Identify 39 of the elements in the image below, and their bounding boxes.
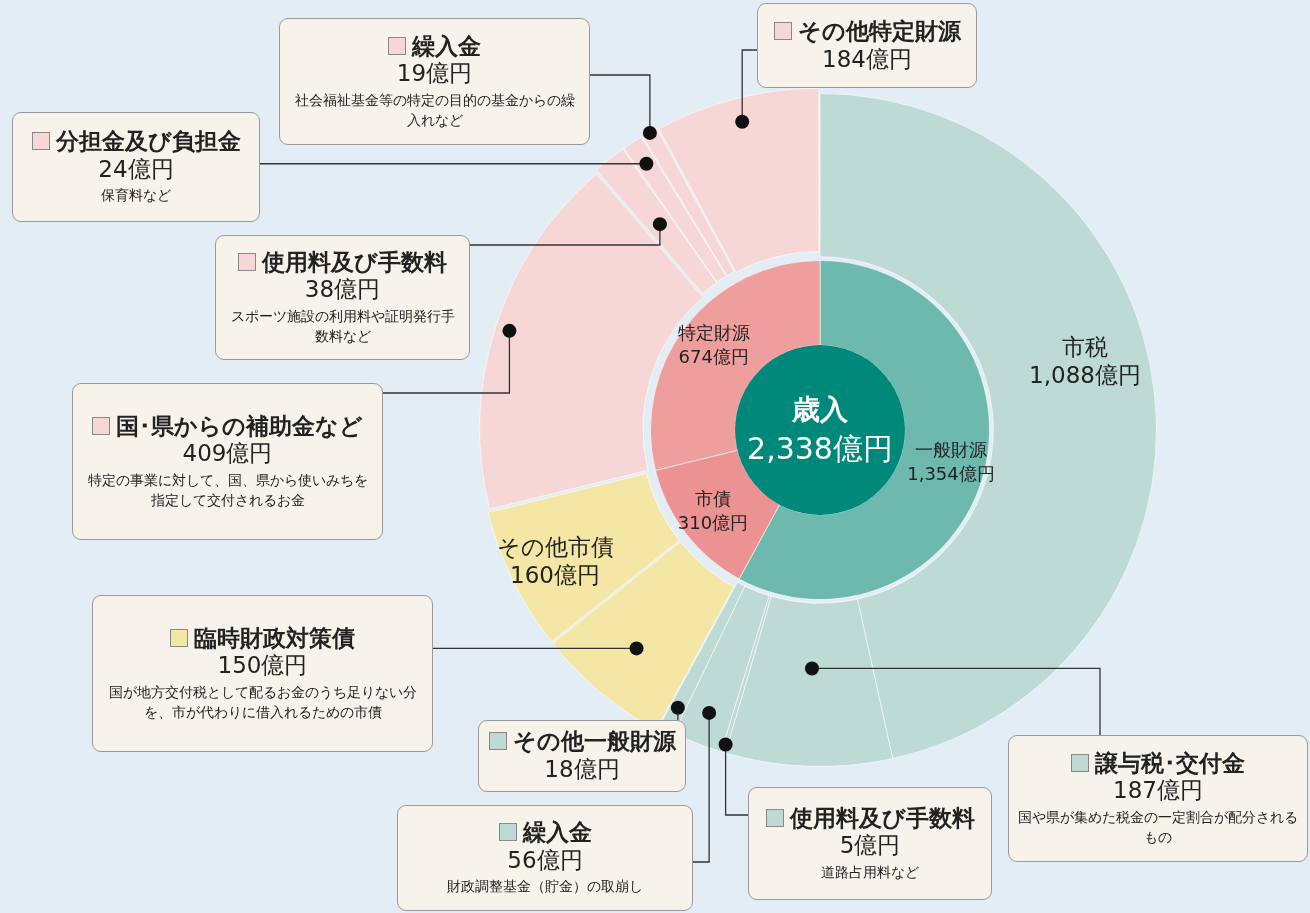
data-label: 160億円 (509, 562, 601, 590)
data-label: 5億円 (838, 832, 902, 860)
data-label: 56億円 (506, 846, 584, 875)
callout-box: その他特定財源 184億円 (757, 3, 977, 88)
callout-box: 繰入金 19億円 社会福祉基金等の特定の目的の基金からの繰入れなど (279, 18, 590, 145)
callout-box: その他一般財源 18億円 (478, 720, 686, 792)
legend-label: 繰入金 (410, 32, 482, 61)
data-label: 409億円 (181, 440, 274, 468)
legend-label: 使用料及び手数料 (260, 248, 448, 277)
legend-label: 臨時財政対策債 (193, 624, 356, 653)
callout-box: 使用料及び手数料 5億円 道路占用料など (748, 787, 992, 900)
callout-box: 臨時財政対策債 150億円 国が地方交付税として配るお金のうち足りない分を、市が代わりに借入れるための市債 (92, 595, 433, 752)
legend-label: その他一般財源 (511, 728, 677, 756)
slice-label: 一般財源 (914, 438, 987, 460)
slice-label: その他市債 (496, 534, 614, 562)
callout-box: 国･県からの補助金など 409億円 特定の事業に対して、国、県から使いみちを指定して交付されるお金 (72, 383, 383, 540)
data-label: 310億円 (677, 512, 749, 534)
slice-label: 市税 (1061, 334, 1109, 362)
callout-box: 分担金及び負担金 24億円 保育料など (12, 112, 260, 222)
slice-label: 市債 (695, 488, 732, 510)
data-label: 1,088億円 (1029, 362, 1141, 390)
data-label: 38億円 (303, 276, 382, 304)
legend-label: 繰入金 (521, 819, 593, 847)
data-label: 24億円 (97, 155, 175, 184)
legend-label: 分担金及び負担金 (54, 128, 242, 156)
legend-label: 使用料及び手数料 (788, 804, 976, 833)
legend-label: 国･県からの補助金など (115, 412, 364, 441)
callout-box: 繰入金 56億円 財政調整基金（貯金）の取崩し (397, 805, 693, 911)
data-label: 1,354億円 (907, 462, 995, 484)
data-label: 18億円 (543, 756, 621, 784)
legend-label: 譲与税･交付金 (1093, 749, 1246, 778)
data-label: 19億円 (395, 60, 474, 88)
slice-label: 特定財源 (677, 322, 750, 344)
data-label: 184億円 (821, 45, 913, 74)
data-label: 150億円 (216, 652, 309, 680)
legend-label: その他特定財源 (796, 17, 962, 46)
data-label: 187億円 (1112, 777, 1204, 805)
callout-box: 使用料及び手数料 38億円 スポーツ施設の利用料や証明発行手数料など (215, 235, 470, 360)
callout-box: 譲与税･交付金 187億円 国や県が集めた税金の一定割合が配分されるもの (1008, 735, 1308, 862)
